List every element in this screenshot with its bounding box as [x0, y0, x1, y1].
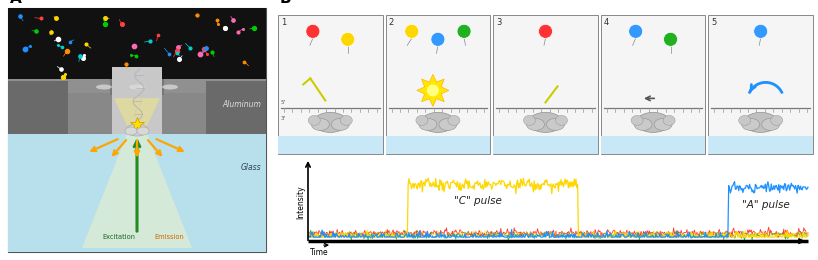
Bar [206, 81, 266, 134]
Ellipse shape [416, 115, 428, 125]
Ellipse shape [524, 115, 536, 125]
Ellipse shape [771, 115, 783, 125]
Text: Time: Time [310, 248, 329, 257]
Circle shape [753, 24, 768, 38]
Text: Emission: Emission [154, 234, 184, 240]
Ellipse shape [631, 115, 643, 125]
Ellipse shape [312, 118, 330, 131]
Circle shape [457, 24, 471, 38]
Bar [708, 15, 813, 154]
Bar [8, 79, 266, 93]
Polygon shape [417, 74, 449, 106]
Ellipse shape [439, 118, 457, 131]
Bar [8, 81, 266, 134]
Bar [110, 79, 164, 95]
Bar [112, 67, 162, 134]
Circle shape [538, 24, 552, 38]
Text: Glass: Glass [240, 162, 261, 172]
Bar [493, 136, 598, 154]
Ellipse shape [419, 118, 437, 131]
Bar [278, 136, 383, 154]
Circle shape [306, 24, 320, 38]
Ellipse shape [125, 127, 137, 135]
Text: "C" pulse: "C" pulse [454, 196, 502, 206]
Ellipse shape [762, 118, 780, 131]
Circle shape [405, 24, 419, 38]
Bar [493, 15, 598, 154]
Text: 4: 4 [604, 18, 609, 27]
Bar [278, 15, 383, 154]
Ellipse shape [739, 115, 751, 125]
Polygon shape [82, 134, 192, 248]
Ellipse shape [742, 118, 760, 131]
Circle shape [663, 32, 677, 46]
Bar [600, 136, 705, 154]
Circle shape [427, 84, 439, 96]
Text: 5: 5 [712, 18, 717, 27]
Bar [385, 136, 490, 154]
Circle shape [341, 32, 355, 46]
Ellipse shape [129, 84, 145, 89]
Ellipse shape [162, 84, 178, 89]
Text: 3': 3' [281, 116, 286, 121]
Ellipse shape [744, 112, 778, 132]
Ellipse shape [528, 112, 563, 132]
Bar [8, 81, 68, 134]
Circle shape [431, 32, 445, 46]
Ellipse shape [663, 115, 675, 125]
Text: 2: 2 [389, 18, 393, 27]
Text: 3: 3 [497, 18, 501, 27]
Circle shape [629, 24, 643, 38]
Ellipse shape [126, 124, 148, 136]
Text: B: B [280, 0, 292, 6]
Ellipse shape [654, 118, 672, 131]
Bar [385, 15, 490, 154]
Ellipse shape [527, 118, 545, 131]
Bar [8, 8, 266, 252]
Ellipse shape [340, 115, 353, 125]
Bar [306, 158, 810, 247]
Ellipse shape [634, 118, 652, 131]
Bar [8, 134, 266, 252]
Text: Excitation: Excitation [102, 234, 136, 240]
Ellipse shape [421, 112, 455, 132]
Text: Aluminum: Aluminum [222, 100, 261, 109]
Text: A: A [10, 0, 22, 6]
Ellipse shape [313, 112, 348, 132]
Text: 5': 5' [281, 100, 286, 105]
Ellipse shape [331, 118, 349, 131]
Ellipse shape [96, 84, 112, 89]
Ellipse shape [448, 115, 460, 125]
Ellipse shape [137, 127, 149, 135]
Bar [600, 15, 705, 154]
Bar [708, 136, 813, 154]
Polygon shape [114, 98, 160, 130]
Ellipse shape [636, 112, 670, 132]
Ellipse shape [555, 115, 568, 125]
Ellipse shape [546, 118, 564, 131]
Bar [8, 8, 266, 81]
Ellipse shape [308, 115, 321, 125]
Text: "A" pulse: "A" pulse [742, 200, 789, 210]
Text: 1: 1 [281, 18, 286, 27]
Text: Intensity: Intensity [296, 186, 305, 219]
